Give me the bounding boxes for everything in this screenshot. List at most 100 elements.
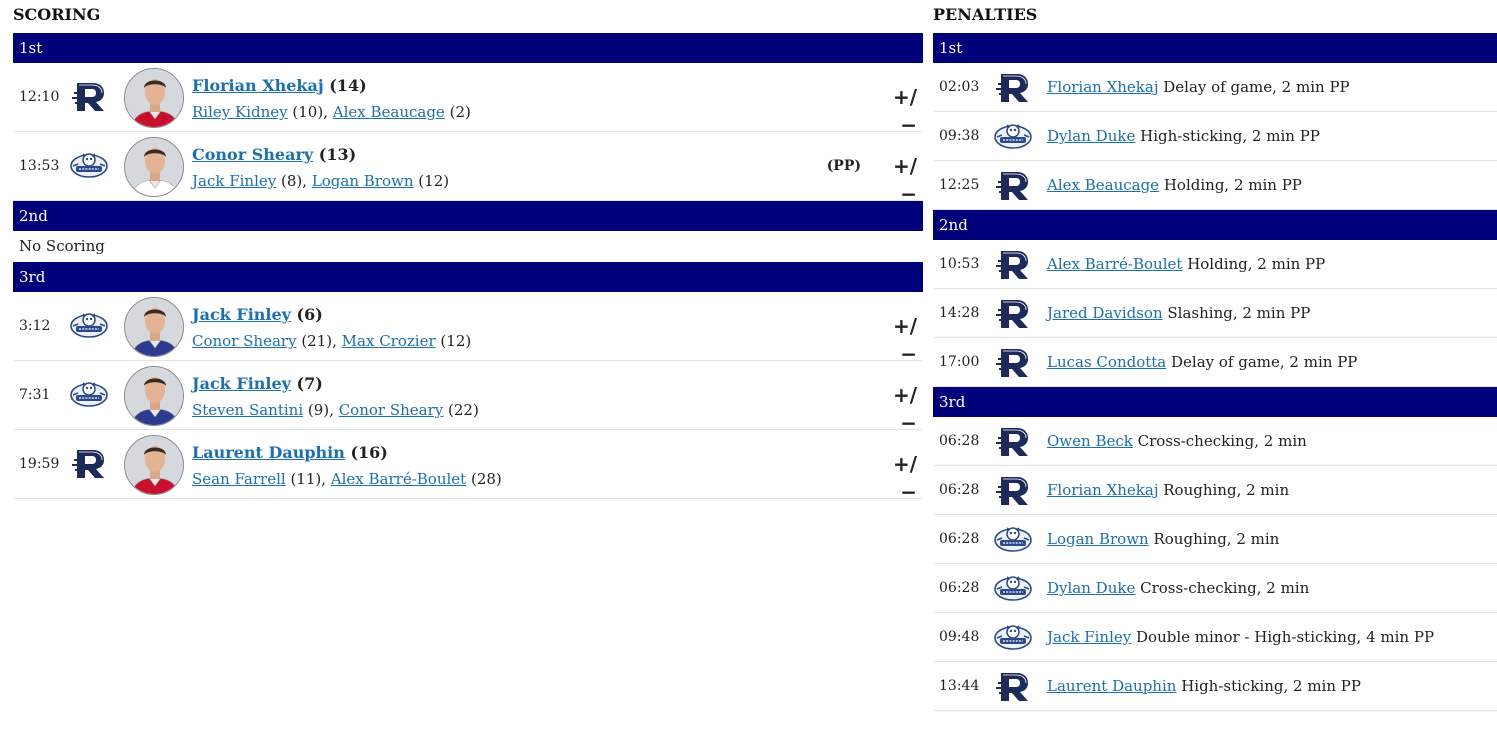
assist-link[interactable]: Conor Sheary: [338, 401, 444, 419]
penalty-player-link[interactable]: Logan Brown: [1047, 530, 1149, 548]
penalty-player-link[interactable]: Jack Finley: [1047, 628, 1132, 646]
rocket-r-logo-icon: [69, 77, 109, 117]
penalty-description: Delay of game, 2 min PP: [1163, 78, 1350, 96]
scorer-link[interactable]: Conor Sheary: [192, 145, 314, 164]
penalty-text: Alex Barré-Boulet Holding, 2 min PP: [1047, 240, 1325, 289]
penalty-player-link[interactable]: Dylan Duke: [1047, 579, 1136, 597]
assist-link[interactable]: Jack Finley: [192, 172, 277, 190]
penalty-time: 06:28: [939, 482, 980, 498]
scorer-line: Conor Sheary (13): [192, 145, 356, 164]
penalty-time: 17:00: [939, 354, 980, 370]
crunch-logo-icon: [69, 146, 109, 186]
rocket-r-logo-icon: [993, 471, 1033, 511]
assists-line: Riley Kidney (10), Alex Beaucage (2): [192, 103, 471, 121]
goal-time: 19:59: [19, 456, 60, 472]
penalty-description: Roughing, 2 min: [1163, 481, 1290, 499]
player-headshot: [124, 68, 184, 128]
penalty-time: 02:03: [939, 79, 980, 95]
penalty-description: Holding, 2 min PP: [1187, 255, 1326, 273]
scoring-period-header: 3rd: [13, 262, 923, 292]
penalty-time: 06:28: [939, 433, 980, 449]
penalty-player-link[interactable]: Dylan Duke: [1047, 127, 1136, 145]
penalty-row: 09:38 Dylan Duke High-sticking, 2 min PP: [933, 112, 1497, 161]
assist-count: (28): [470, 470, 502, 488]
scoring-period-header: 1st: [13, 33, 923, 63]
player-headshot: [124, 297, 184, 357]
crunch-logo-icon: [993, 569, 1033, 609]
rocket-r-logo-icon: [993, 68, 1033, 108]
penalty-row: 02:03 Florian Xhekaj Delay of game, 2 min…: [933, 63, 1497, 112]
scorer-line: Jack Finley (7): [192, 374, 323, 393]
penalty-player-link[interactable]: Lucas Condotta: [1047, 353, 1167, 371]
assists-line: Jack Finley (8), Logan Brown (12): [192, 172, 450, 190]
assist-link[interactable]: Alex Beaucage: [332, 103, 445, 121]
penalty-row: 06:28 Florian Xhekaj Roughing, 2 min: [933, 466, 1497, 515]
goal-time: 7:31: [19, 387, 51, 403]
scorer-goal-count: (7): [296, 374, 323, 393]
assist-link[interactable]: Sean Farrell: [192, 470, 286, 488]
penalty-description: Double minor - High-sticking, 4 min PP: [1136, 628, 1435, 646]
crunch-logo-icon: [69, 306, 109, 346]
rocket-r-logo-icon: [993, 245, 1033, 285]
assist-link[interactable]: Max Crozier: [341, 332, 436, 350]
penalty-row: 17:00 Lucas Condotta Delay of game, 2 min…: [933, 338, 1497, 387]
assist-link[interactable]: Steven Santini: [192, 401, 304, 419]
player-headshot: [124, 366, 184, 426]
plus-minus-button[interactable]: +/−: [892, 383, 917, 435]
crunch-logo-icon: [993, 618, 1033, 658]
penalty-player-link[interactable]: Florian Xhekaj: [1047, 481, 1159, 499]
assists-line: Steven Santini (9), Conor Sheary (22): [192, 401, 479, 419]
penalty-text: Lucas Condotta Delay of game, 2 min PP: [1047, 338, 1357, 387]
scorer-link[interactable]: Jack Finley: [192, 374, 291, 393]
scorer-link[interactable]: Florian Xhekaj: [192, 76, 324, 95]
penalty-time: 14:28: [939, 305, 980, 321]
assist-link[interactable]: Conor Sheary: [192, 332, 297, 350]
penalty-row: 13:44 Laurent Dauphin High-sticking, 2 mi…: [933, 662, 1497, 711]
penalty-player-link[interactable]: Owen Beck: [1047, 432, 1133, 450]
assist-count: (9): [307, 401, 330, 419]
assists-line: Conor Sheary (21), Max Crozier (12): [192, 332, 472, 350]
penalty-time: 09:48: [939, 629, 980, 645]
scorer-goal-count: (6): [296, 305, 323, 324]
scorer-goal-count: (13): [318, 145, 357, 164]
assist-link[interactable]: Logan Brown: [311, 172, 414, 190]
penalty-player-link[interactable]: Laurent Dauphin: [1047, 677, 1177, 695]
goal-row: 12:10 Florian Xhekaj (14) Riley Kidney (10…: [13, 63, 923, 137]
crunch-logo-icon: [69, 375, 109, 415]
penalty-description: High-sticking, 2 min PP: [1181, 677, 1361, 695]
penalty-text: Alex Beaucage Holding, 2 min PP: [1047, 161, 1302, 210]
penalty-row: 14:28 Jared Davidson Slashing, 2 min PP: [933, 289, 1497, 338]
scorer-link[interactable]: Jack Finley: [192, 305, 291, 324]
penalty-time: 10:53: [939, 256, 980, 272]
rocket-r-logo-icon: [993, 667, 1033, 707]
penalty-text: Dylan Duke Cross-checking, 2 min: [1047, 564, 1309, 613]
penalty-description: High-sticking, 2 min PP: [1140, 127, 1320, 145]
scorer-line: Laurent Dauphin (16): [192, 443, 388, 462]
no-scoring-text: No Scoring: [19, 237, 105, 255]
assist-count: (12): [440, 332, 472, 350]
penalty-player-link[interactable]: Alex Barré-Boulet: [1047, 255, 1183, 273]
scorer-line: Florian Xhekaj (14): [192, 76, 367, 95]
assist-link[interactable]: Riley Kidney: [192, 103, 288, 121]
penalty-time: 06:28: [939, 531, 980, 547]
penalty-player-link[interactable]: Jared Davidson: [1047, 304, 1163, 322]
plus-minus-button[interactable]: +/−: [892, 314, 917, 366]
assist-count: (2): [449, 103, 471, 121]
penalty-description: Slashing, 2 min PP: [1167, 304, 1311, 322]
penalties-section: PENALTIES 1st 02:03 Florian Xhekaj Delay o…: [933, 0, 1497, 711]
penalty-description: Delay of game, 2 min PP: [1171, 353, 1358, 371]
plus-minus-button[interactable]: +/−: [892, 452, 917, 504]
penalty-time: 12:25: [939, 177, 980, 193]
penalty-player-link[interactable]: Alex Beaucage: [1047, 176, 1160, 194]
plus-minus-button[interactable]: +/−: [892, 154, 917, 206]
penalties-title: PENALTIES: [933, 5, 1038, 24]
player-headshot: [124, 435, 184, 495]
plus-minus-button[interactable]: +/−: [892, 85, 917, 137]
assist-link[interactable]: Alex Barré-Boulet: [330, 470, 467, 488]
penalty-player-link[interactable]: Florian Xhekaj: [1047, 78, 1159, 96]
scorer-link[interactable]: Laurent Dauphin: [192, 443, 345, 462]
scorer-line: Jack Finley (6): [192, 305, 323, 324]
assist-count: (21): [301, 332, 333, 350]
assist-count: (22): [448, 401, 479, 419]
penalty-text: Florian Xhekaj Delay of game, 2 min PP: [1047, 63, 1350, 112]
